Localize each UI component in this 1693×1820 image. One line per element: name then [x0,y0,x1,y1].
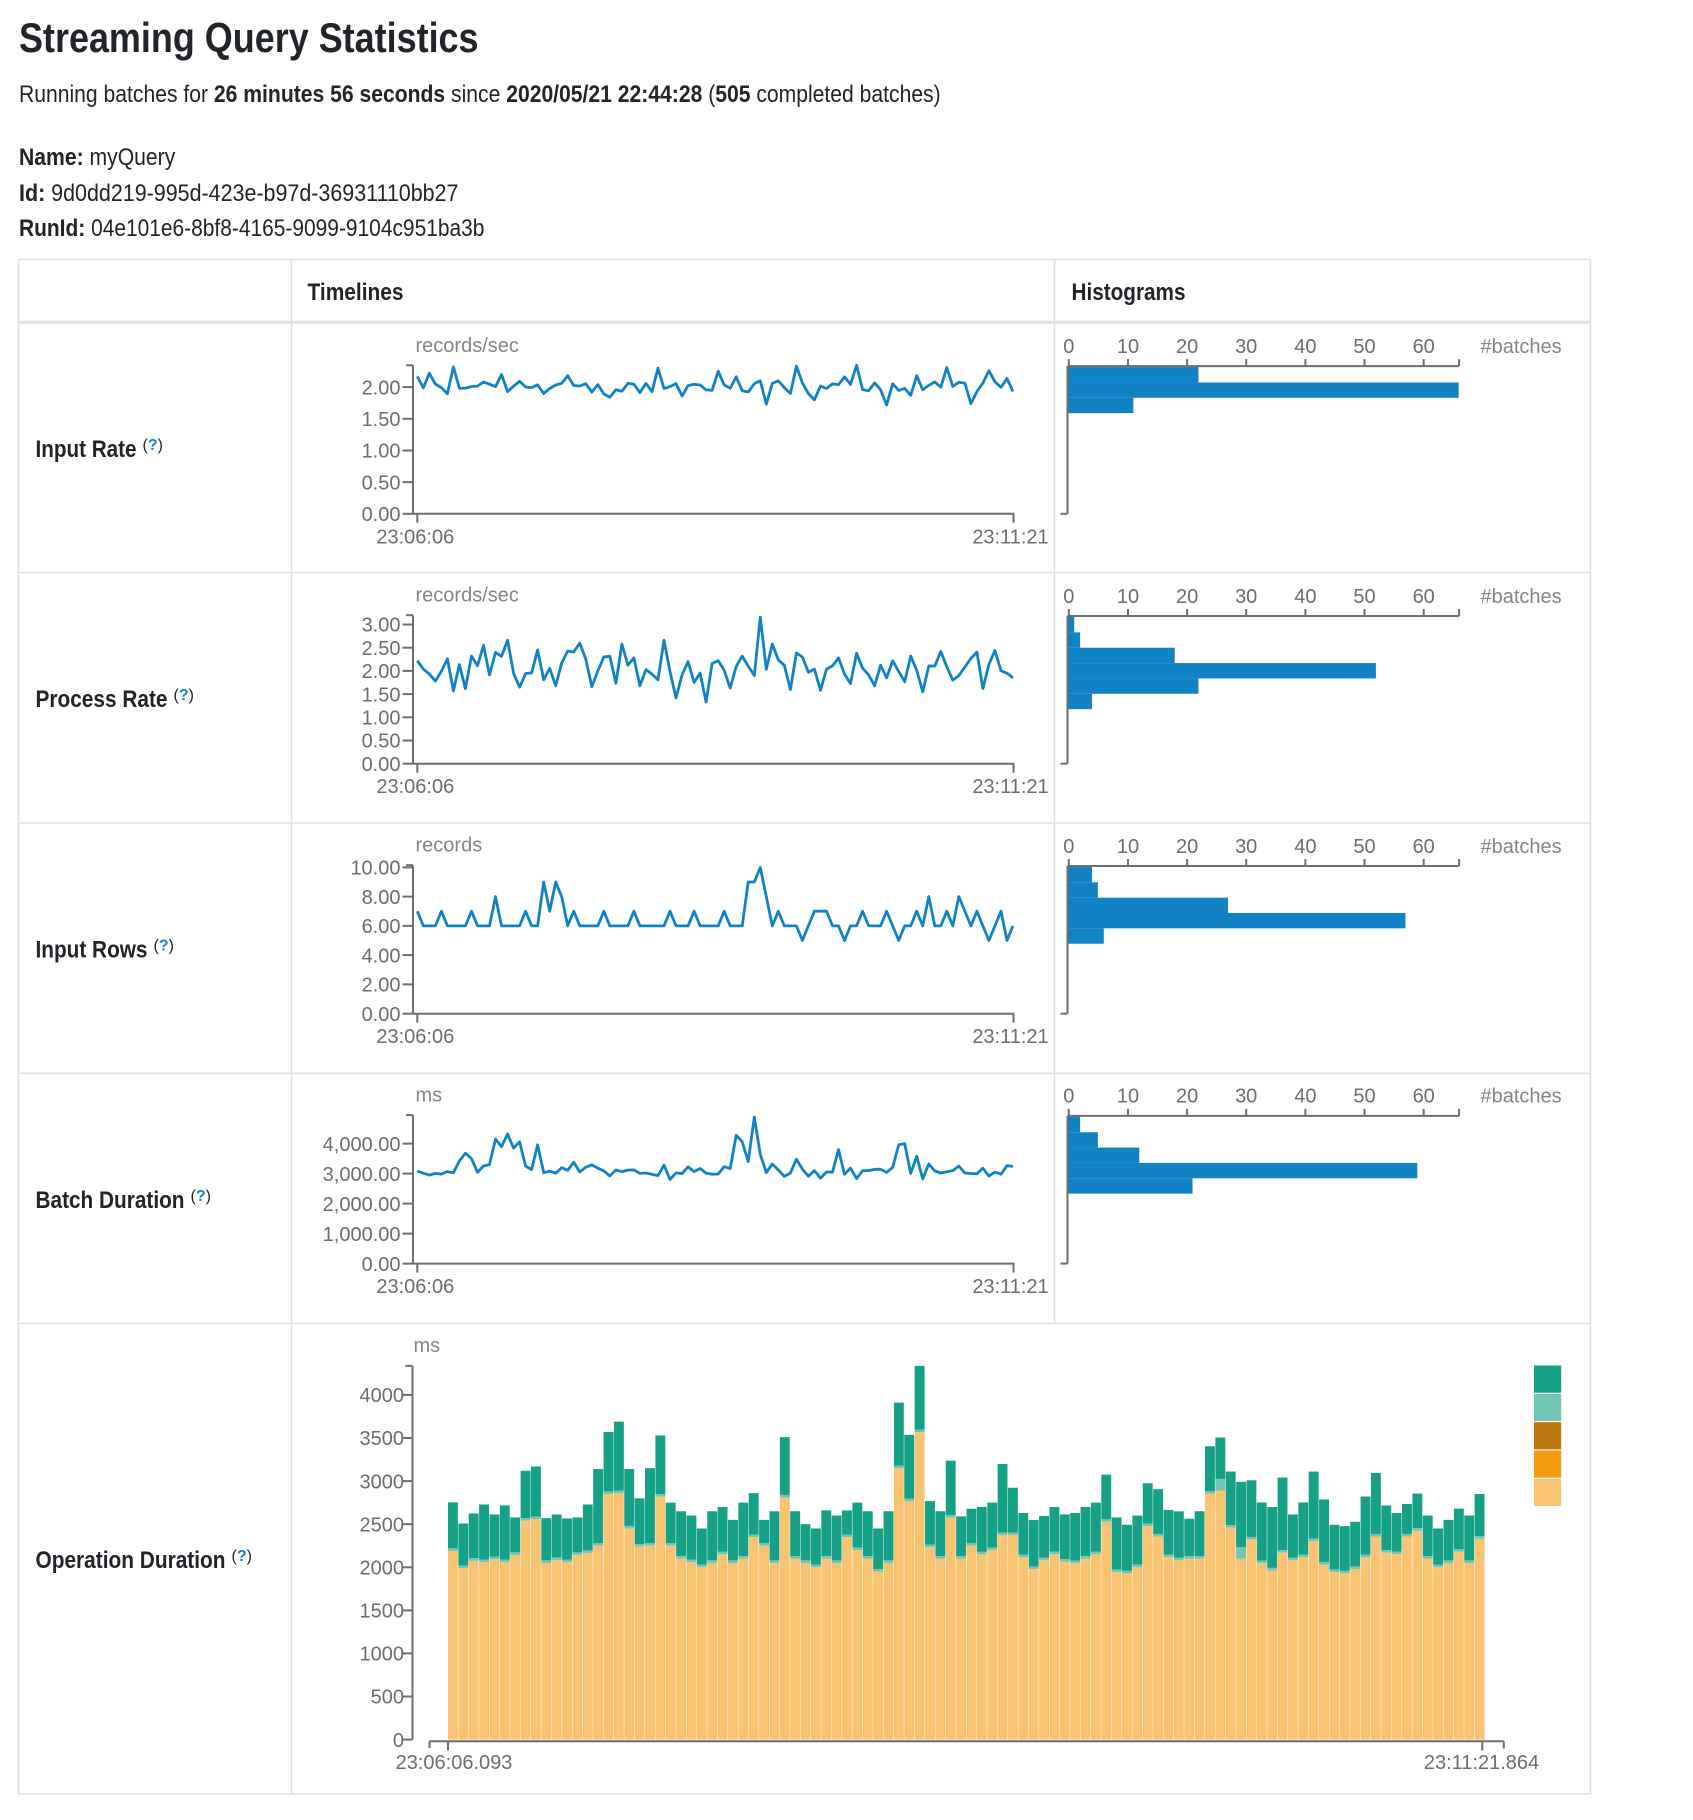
svg-text:2.00: 2.00 [362,377,401,399]
svg-text:50: 50 [1353,336,1375,358]
svg-text:2.50: 2.50 [362,638,401,660]
svg-text:3,000.00: 3,000.00 [323,1164,401,1186]
svg-text:500: 500 [371,1687,404,1709]
svg-text:0.00: 0.00 [362,754,401,776]
svg-text:8.00: 8.00 [362,887,401,909]
svg-text:2500: 2500 [360,1514,405,1536]
svg-text:10: 10 [1117,586,1139,608]
svg-text:Input Rows(?): Input Rows (?) [36,937,174,964]
svg-text:#batches: #batches [1481,586,1562,608]
svg-text:0.50: 0.50 [362,472,401,494]
svg-text:2.00: 2.00 [362,661,401,683]
svg-text:23:06:06: 23:06:06 [376,526,454,548]
svg-text:ms: ms [416,1085,443,1107]
svg-text:60: 60 [1413,1086,1435,1108]
svg-text:2.00: 2.00 [362,975,401,997]
svg-text:0: 0 [393,1730,404,1752]
svg-text:23:06:06: 23:06:06 [376,1026,454,1048]
svg-text:Input Rate(?): Input Rate (?) [36,436,163,463]
svg-text:6.00: 6.00 [362,916,401,938]
svg-text:records: records [416,835,483,857]
svg-text:30: 30 [1235,586,1257,608]
svg-text:60: 60 [1413,836,1435,858]
svg-text:Process Rate(?): Process Rate (?) [36,686,194,713]
svg-text:Timelines: Timelines [308,279,404,306]
svg-text:0.00: 0.00 [362,504,401,526]
svg-text:1.00: 1.00 [362,441,401,463]
svg-text:23:06:06: 23:06:06 [376,776,454,798]
svg-text:0.50: 0.50 [362,731,401,753]
svg-text:23:11:21: 23:11:21 [972,776,1048,798]
svg-text:3.00: 3.00 [362,615,401,637]
svg-text:10: 10 [1117,1086,1139,1108]
svg-text:#batches: #batches [1481,1086,1562,1108]
svg-text:records/sec: records/sec [416,335,519,357]
svg-text:23:11:21.864: 23:11:21.864 [1424,1752,1539,1774]
svg-text:40: 40 [1294,586,1316,608]
svg-text:50: 50 [1353,586,1375,608]
svg-text:0: 0 [1063,336,1074,358]
svg-text:20: 20 [1176,336,1198,358]
svg-text:3500: 3500 [360,1428,405,1450]
svg-text:2000: 2000 [360,1558,405,1580]
svg-text:23:11:21: 23:11:21 [972,526,1048,548]
svg-text:40: 40 [1294,1086,1316,1108]
svg-text:20: 20 [1176,836,1198,858]
svg-text:23:06:06.093: 23:06:06.093 [396,1752,513,1774]
svg-text:1500: 1500 [360,1601,405,1623]
svg-text:30: 30 [1235,1086,1257,1108]
svg-text:60: 60 [1413,336,1435,358]
svg-text:1,000.00: 1,000.00 [323,1224,401,1246]
svg-text:40: 40 [1294,336,1316,358]
svg-text:23:11:21: 23:11:21 [972,1276,1048,1298]
svg-text:0.00: 0.00 [362,1004,401,1026]
svg-text:4,000.00: 4,000.00 [323,1134,401,1156]
svg-text:4.00: 4.00 [362,945,401,967]
svg-text:0.00: 0.00 [362,1254,401,1276]
svg-text:10: 10 [1117,836,1139,858]
svg-text:1.00: 1.00 [362,708,401,730]
svg-text:20: 20 [1176,1086,1198,1108]
svg-text:0: 0 [1063,1086,1074,1108]
svg-text:2,000.00: 2,000.00 [323,1194,401,1216]
svg-text:30: 30 [1235,836,1257,858]
svg-text:10.00: 10.00 [350,858,400,880]
svg-text:20: 20 [1176,586,1198,608]
svg-text:3000: 3000 [360,1471,405,1493]
svg-text:23:11:21: 23:11:21 [972,1026,1048,1048]
svg-text:50: 50 [1353,836,1375,858]
svg-text:1.50: 1.50 [362,409,401,431]
svg-text:#batches: #batches [1481,336,1562,358]
svg-text:60: 60 [1413,586,1435,608]
svg-text:50: 50 [1353,1086,1375,1108]
svg-text:0: 0 [1063,586,1074,608]
svg-text:10: 10 [1117,336,1139,358]
svg-text:23:06:06: 23:06:06 [376,1276,454,1298]
svg-text:#batches: #batches [1481,836,1562,858]
svg-text:records/sec: records/sec [416,585,519,607]
svg-text:1.50: 1.50 [362,684,401,706]
svg-text:Batch Duration(?): Batch Duration (?) [36,1187,211,1214]
svg-text:Histograms: Histograms [1072,279,1186,306]
svg-text:30: 30 [1235,336,1257,358]
svg-text:1000: 1000 [360,1644,405,1666]
svg-text:4000: 4000 [360,1385,405,1407]
svg-text:Operation Duration(?): Operation Duration (?) [36,1547,252,1574]
svg-text:40: 40 [1294,836,1316,858]
svg-text:ms: ms [414,1335,441,1357]
svg-text:0: 0 [1063,836,1074,858]
